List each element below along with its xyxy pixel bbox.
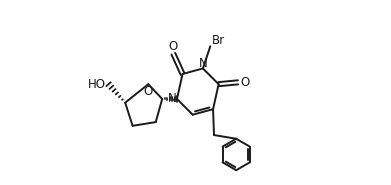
Text: O: O	[240, 76, 250, 89]
Text: Br: Br	[212, 34, 225, 47]
Text: O: O	[169, 40, 178, 53]
Text: HO: HO	[88, 78, 106, 91]
Text: N: N	[199, 57, 208, 70]
Text: O: O	[144, 85, 153, 98]
Text: N: N	[168, 92, 177, 105]
